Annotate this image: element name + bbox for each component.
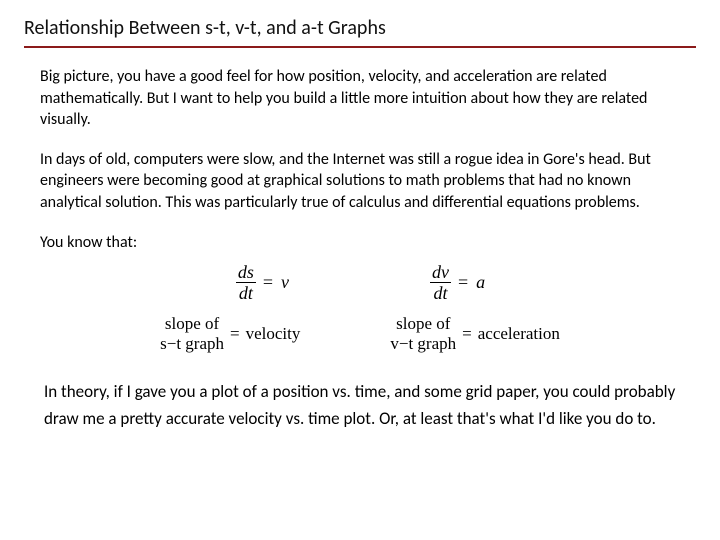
- line1: slope of: [396, 314, 450, 334]
- paragraph-2: In days of old, computers were slow, and…: [40, 149, 680, 214]
- equation-dvdt: dv dt = a: [429, 263, 485, 302]
- page-title: Relationship Between s-t, v-t, and a-t G…: [24, 16, 696, 40]
- rhs-acceleration: acceleration: [478, 324, 560, 344]
- slide: Relationship Between s-t, v-t, and a-t G…: [0, 0, 720, 540]
- body: Big picture, you have a good feel for ho…: [24, 66, 696, 432]
- title-rule: [24, 46, 696, 48]
- denominator: dt: [236, 282, 256, 302]
- equation-row: ds dt = v dv dt = a: [40, 263, 680, 302]
- line2: v−t graph: [390, 334, 456, 354]
- slope-st-lhs: slope of s−t graph: [160, 314, 224, 353]
- denominator: dt: [430, 282, 450, 302]
- paragraph-3: You know that:: [40, 232, 680, 254]
- rhs-v: v: [279, 272, 289, 293]
- slope-vt-lhs: slope of v−t graph: [390, 314, 456, 353]
- line2: s−t graph: [160, 334, 224, 354]
- equals-sign: =: [458, 272, 468, 293]
- equals-sign: =: [462, 324, 472, 344]
- paragraph-1: Big picture, you have a good feel for ho…: [40, 66, 680, 131]
- slope-vt-desc: slope of v−t graph = acceleration: [390, 314, 559, 353]
- fraction-dvdt: dv dt: [429, 263, 452, 302]
- description-row: slope of s−t graph = velocity slope of v…: [40, 314, 680, 353]
- line1: slope of: [165, 314, 219, 334]
- fraction-dsdt: ds dt: [235, 263, 257, 302]
- rhs-a: a: [474, 272, 485, 293]
- equals-sign: =: [230, 324, 240, 344]
- rhs-velocity: velocity: [246, 324, 301, 344]
- numerator: ds: [235, 263, 257, 282]
- numerator: dv: [429, 263, 452, 282]
- paragraph-4: In theory, if I gave you a plot of a pos…: [40, 379, 680, 432]
- slope-st-desc: slope of s−t graph = velocity: [160, 314, 300, 353]
- equals-sign: =: [263, 272, 273, 293]
- equation-dsdt: ds dt = v: [235, 263, 289, 302]
